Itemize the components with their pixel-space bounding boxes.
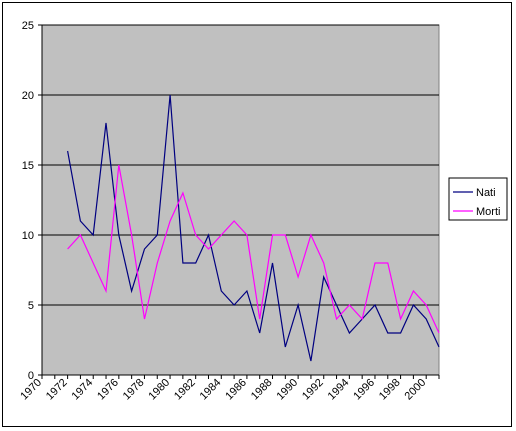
x-tick-label: 1996 <box>351 377 377 403</box>
legend-box <box>448 177 508 221</box>
legend-label: Morti <box>476 206 500 218</box>
x-tick-label: 1988 <box>249 377 275 403</box>
x-tick-label: 1978 <box>121 377 147 403</box>
x-tick-label: 1986 <box>223 377 249 403</box>
series-line-morti <box>67 164 440 334</box>
y-tick-label: 15 <box>22 160 34 172</box>
legend: Nati Morti <box>448 177 508 221</box>
gridlines <box>42 24 439 306</box>
x-tick-label: 1976 <box>95 377 121 403</box>
x-tick-label: 1992 <box>300 377 326 403</box>
y-tick-label: 5 <box>28 300 34 312</box>
x-tick-label: 1998 <box>377 377 403 403</box>
y-axis: 0 5 10 15 20 25 <box>22 20 439 382</box>
y-tick-label: 10 <box>22 230 34 242</box>
x-tick-label: 1990 <box>274 377 300 403</box>
x-axis: 1970 1972 1974 1976 1978 1980 1982 1984 1986 1988… <box>18 375 440 403</box>
plot-area <box>41 24 440 376</box>
x-tick-label: 1970 <box>18 377 44 403</box>
x-tick-label: 1994 <box>326 377 352 403</box>
y-tick-label: 20 <box>22 90 34 102</box>
x-tick-label: 1972 <box>44 377 70 403</box>
y-tick-label: 0 <box>28 370 34 382</box>
x-tick-label: 1982 <box>172 377 198 403</box>
series-group <box>67 94 440 362</box>
x-tick-label: 2000 <box>403 377 429 403</box>
x-tick-label: 1980 <box>146 377 172 403</box>
series-line-nati <box>67 94 440 362</box>
y-tick-label: 25 <box>22 20 34 32</box>
legend-label: Nati <box>476 187 496 199</box>
x-tick-label: 1974 <box>70 377 96 403</box>
x-tick-label: 1984 <box>198 377 224 403</box>
